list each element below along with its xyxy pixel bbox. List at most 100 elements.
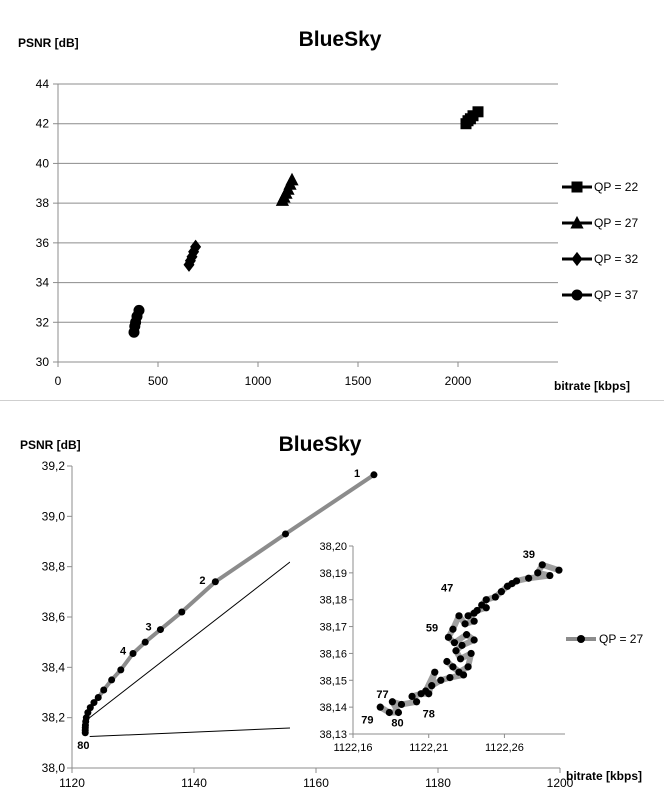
chart-top-legend-marker xyxy=(571,181,583,193)
chart-bottom-point-label: 3 xyxy=(145,622,151,634)
chart-bottom-ytick-label: 38,6 xyxy=(42,610,66,624)
chart-top-legend-marker xyxy=(570,215,584,229)
inset-ytick-label: 38,19 xyxy=(319,568,347,580)
chart-top-xlabel: bitrate [kbps] xyxy=(554,379,630,393)
inset-data-point xyxy=(449,625,457,633)
inset-background xyxy=(290,535,566,765)
inset-data-point xyxy=(394,708,403,717)
inset-ytick-label: 38,14 xyxy=(319,702,347,714)
chart-bottom-data-point xyxy=(156,626,164,634)
chart-bottom-xtick-label: 1200 xyxy=(547,776,574,790)
chart-top-ytick-label: 40 xyxy=(36,156,50,170)
chart-bottom-data-point xyxy=(100,686,108,694)
chart-top-legend-label: QP = 27 xyxy=(594,216,638,230)
inset-data-point xyxy=(461,620,469,628)
chart-top-legend-label: QP = 37 xyxy=(594,288,638,302)
inset-point-label: 80 xyxy=(391,718,403,730)
chart-bottom-data-point xyxy=(90,699,98,707)
chart-panel-bottom: BlueSky PSNR [dB] bitrate [kbps] 38,0 38,… xyxy=(0,400,664,804)
chart-bottom-data-point xyxy=(178,608,186,616)
inset-data-point xyxy=(470,636,478,644)
inset-data-point xyxy=(425,690,433,698)
chart-top-data-point xyxy=(133,304,145,316)
inset-data-point xyxy=(446,674,454,682)
inset-data-point xyxy=(385,708,393,717)
inset-point-label: 39 xyxy=(523,549,535,561)
chart-bottom-data-point xyxy=(370,471,378,479)
inset-ytick-label: 38,15 xyxy=(319,675,347,687)
inset-data-point xyxy=(388,698,396,706)
chart-bottom-point-label: 4 xyxy=(120,645,127,657)
chart-panel-top: BlueSky PSNR [dB] bitrate [kbps] 30 32 34 3… xyxy=(0,0,664,400)
chart-bottom-point-label: 1 xyxy=(354,468,360,480)
chart-top-ytick-label: 44 xyxy=(36,77,50,91)
inset-data-point xyxy=(444,633,452,641)
inset-data-point xyxy=(462,631,471,639)
inset-xtick-label: 1122,16 xyxy=(334,742,373,754)
chart-top-legend-label: QP = 32 xyxy=(594,252,638,266)
inset-ytick-label: 38,16 xyxy=(319,648,347,660)
chart-bottom-data-point xyxy=(141,638,149,646)
inset-data-point xyxy=(449,663,457,671)
chart-bottom-xtick-label: 1180 xyxy=(425,776,451,790)
chart-top-xtick-label: 1000 xyxy=(245,374,272,388)
chart-bottom-zoom-line xyxy=(89,561,291,719)
chart-top-ytick-label: 38 xyxy=(36,196,50,210)
inset-ytick-label: 38,20 xyxy=(319,541,347,553)
chart-top-title: BlueSky xyxy=(299,28,382,51)
chart-top-legend-marker xyxy=(571,289,583,301)
inset-data-point xyxy=(376,703,384,711)
inset-data-point xyxy=(470,609,478,617)
chart-top-ytick-label: 32 xyxy=(36,315,50,329)
inset-ytick-label: 38,13 xyxy=(319,729,347,741)
inset-data-point xyxy=(467,649,475,658)
inset-data-point xyxy=(482,596,490,604)
chart-top-ytick-label: 36 xyxy=(36,236,50,250)
chart-bottom-data-point xyxy=(117,666,125,674)
inset-data-point xyxy=(459,671,468,679)
chart-top-ylabel: PSNR [dB] xyxy=(18,36,79,50)
chart-bottom-xlabel: bitrate [kbps] xyxy=(566,769,642,783)
chart-bottom-point-label: 2 xyxy=(199,575,205,587)
chart-top-legend-label: QP = 22 xyxy=(594,180,638,194)
inset-data-point xyxy=(456,655,465,663)
chart-top-xtick-label: 1500 xyxy=(345,374,372,388)
chart-bottom-ylabel: PSNR [dB] xyxy=(20,438,81,452)
inset-data-point xyxy=(413,698,421,706)
chart-bottom-legend-label: QP = 27 xyxy=(599,632,643,646)
inset-point-label: 77 xyxy=(376,689,388,701)
chart-top-data-point xyxy=(190,239,202,254)
chart-bottom-data-point xyxy=(211,578,219,586)
inset-data-point xyxy=(417,690,425,698)
inset-data-point xyxy=(538,561,546,569)
chart-top-data-point xyxy=(285,172,299,186)
chart-top-data-point xyxy=(472,106,484,118)
chart-top-xtick-label: 500 xyxy=(148,374,168,388)
chart-top-legend-marker xyxy=(571,251,583,267)
chart-bottom-data-point xyxy=(129,649,137,657)
chart-bottom-data-point xyxy=(94,694,102,702)
inset-data-point xyxy=(437,676,445,684)
inset-data-point xyxy=(431,668,439,676)
inset-data-point xyxy=(503,582,512,590)
inset-data-point xyxy=(464,663,472,671)
inset-point-label: 59 xyxy=(426,622,438,634)
chart-bottom-xtick-label: 1140 xyxy=(181,776,207,790)
inset-data-point xyxy=(397,700,406,709)
inset-data-point xyxy=(534,569,542,577)
chart-bottom-ytick-label: 38,8 xyxy=(42,560,66,574)
inset-data-point xyxy=(452,647,460,655)
chart-top-ytick-label: 34 xyxy=(36,276,50,290)
inset-data-point xyxy=(497,588,505,596)
chart-bottom-data-point xyxy=(108,676,116,684)
inset-ytick-label: 38,18 xyxy=(319,595,347,607)
inset-xtick-label: 1122,26 xyxy=(485,742,524,754)
inset-point-label: 79 xyxy=(361,715,373,727)
inset-data-point xyxy=(443,657,451,666)
inset-data-point xyxy=(458,641,466,649)
inset-ytick-label: 38,17 xyxy=(319,622,347,634)
inset-data-point xyxy=(555,566,563,574)
inset-data-point xyxy=(546,571,554,580)
inset-data-point xyxy=(525,574,533,582)
chart-top-svg: BlueSky PSNR [dB] bitrate [kbps] 30 32 34 3… xyxy=(18,28,638,393)
